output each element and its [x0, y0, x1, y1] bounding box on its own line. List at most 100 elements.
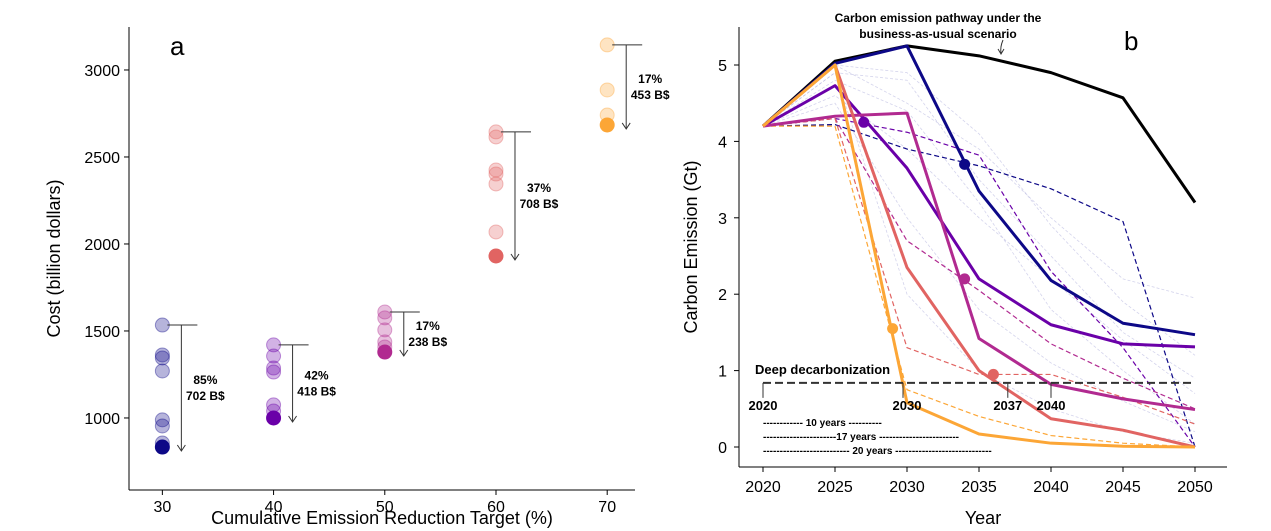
a-data-point: [599, 37, 615, 53]
a-pct-label: 17%: [416, 319, 440, 333]
a-y-tick-label: 3000: [84, 63, 120, 80]
b-marker: [959, 273, 971, 285]
b-span-17-years: ----------------------17 years ---------…: [763, 432, 959, 443]
b-solid-line: [762, 63, 1196, 449]
a-cost-label: 708 B$: [520, 197, 559, 211]
a-data-point: [154, 347, 170, 363]
a-data-point: [154, 317, 170, 333]
a-data-point: [599, 82, 615, 98]
a-data-point: [154, 350, 170, 366]
a-data-point: [488, 224, 504, 240]
a-data-point: [488, 176, 504, 192]
b-faint-line: [762, 102, 1196, 433]
b-span-10-years: ------------ 10 years ----------: [763, 418, 882, 429]
a-cost-label: 418 B$: [297, 384, 336, 398]
b-y-tick-label: 3: [718, 211, 727, 228]
a-x-tick-label: 40: [265, 499, 283, 516]
b-y-tick-label: 1: [718, 364, 727, 381]
b-faint-line: [762, 95, 1196, 394]
a-data-point: [377, 322, 393, 338]
b-x-tick-label: 2020: [745, 479, 781, 496]
a-data-point: [154, 439, 170, 455]
a-data-point: [488, 162, 504, 178]
a-data-point: [266, 348, 282, 364]
b-solid-line: [761, 44, 1197, 204]
b-year-mark-label: 2030: [893, 398, 922, 413]
a-data-point: [154, 412, 170, 428]
b-marker: [858, 116, 870, 128]
b-dashed-line: [763, 125, 1196, 448]
a-data-point: [377, 310, 393, 326]
b-dashed-line: [762, 117, 1196, 448]
b-annotation-arrow: [997, 39, 1005, 55]
b-span-20-years: -------------------------- 20 years ----…: [763, 446, 992, 457]
a-pct-label: 37%: [527, 181, 551, 195]
a-x-tick-label: 70: [598, 499, 616, 516]
a-panel-label: a: [170, 31, 185, 61]
a-arrow-head: [621, 122, 631, 130]
a-data-point: [266, 410, 282, 426]
a-arrow-head: [288, 415, 297, 423]
a-cost-label: 238 B$: [408, 335, 447, 349]
b-marker: [959, 158, 971, 170]
a-y-tick-label: 2500: [84, 150, 120, 167]
b-bau-annotation-line2: business-as-usual scenario: [859, 27, 1016, 41]
a-y-tick-label: 2000: [84, 237, 120, 254]
b-year-mark-label: 2037: [993, 398, 1022, 413]
b-y-axis-label: Carbon Emission (Gt): [681, 160, 701, 333]
b-solid-line: [762, 44, 1196, 337]
b-solid-line: [762, 84, 1196, 349]
b-faint-line: [762, 64, 1196, 299]
b-panel-label: b: [1124, 26, 1138, 56]
a-y-tick-label: 1500: [84, 324, 120, 341]
a-data-point: [599, 117, 615, 133]
b-dashed-line: [762, 117, 1196, 425]
b-faint-line: [762, 79, 1196, 425]
b-x-tick-label: 2050: [1177, 479, 1213, 496]
b-x-axis-label: Year: [965, 508, 1001, 528]
b-x-tick-label: 2045: [1105, 479, 1141, 496]
a-arrow-head: [510, 253, 520, 261]
a-pct-label: 85%: [193, 373, 217, 387]
b-bau-annotation-line1: Carbon emission pathway under the: [835, 11, 1042, 25]
b-marker: [987, 368, 999, 380]
a-data-point: [488, 129, 504, 145]
a-y-tick-label: 1000: [84, 411, 120, 428]
a-pct-label: 17%: [638, 72, 662, 86]
b-dashed-line: [762, 123, 1196, 448]
b-faint-line: [762, 71, 1196, 444]
b-threshold-label: Deep decarbonization: [755, 362, 890, 377]
a-y-axis-label: Cost (billion dollars): [44, 179, 64, 337]
a-data-point: [488, 166, 504, 182]
a-arrow-head: [399, 349, 409, 357]
b-year-mark-label: 2020: [749, 398, 778, 413]
b-year-mark-label: 2040: [1037, 398, 1066, 413]
b-x-tick-label: 2040: [1033, 479, 1069, 496]
a-cost-label: 453 B$: [631, 88, 670, 102]
b-y-tick-label: 2: [718, 287, 727, 304]
a-cost-label: 702 B$: [186, 389, 225, 403]
a-data-point: [154, 418, 170, 434]
a-data-point: [377, 344, 393, 360]
b-marker: [887, 323, 899, 335]
a-data-point: [154, 363, 170, 379]
b-faint-line: [762, 64, 1196, 356]
a-data-point: [488, 248, 504, 264]
b-x-tick-label: 2030: [889, 479, 925, 496]
b-x-tick-label: 2035: [961, 479, 997, 496]
a-arrow-head: [176, 444, 186, 452]
b-solid-line: [762, 63, 1196, 449]
b-y-tick-label: 5: [718, 58, 727, 75]
a-x-tick-label: 60: [487, 499, 505, 516]
a-x-tick-label: 30: [153, 499, 171, 516]
a-pct-label: 42%: [305, 368, 329, 382]
a-data-point: [266, 364, 282, 380]
b-y-tick-label: 4: [718, 134, 727, 151]
a-x-axis-label: Cumulative Emission Reduction Target (%): [211, 508, 553, 528]
b-x-tick-label: 2025: [817, 479, 853, 496]
b-y-tick-label: 0: [718, 440, 727, 457]
a-x-tick-label: 50: [376, 499, 394, 516]
b-solid-line: [762, 111, 1196, 412]
